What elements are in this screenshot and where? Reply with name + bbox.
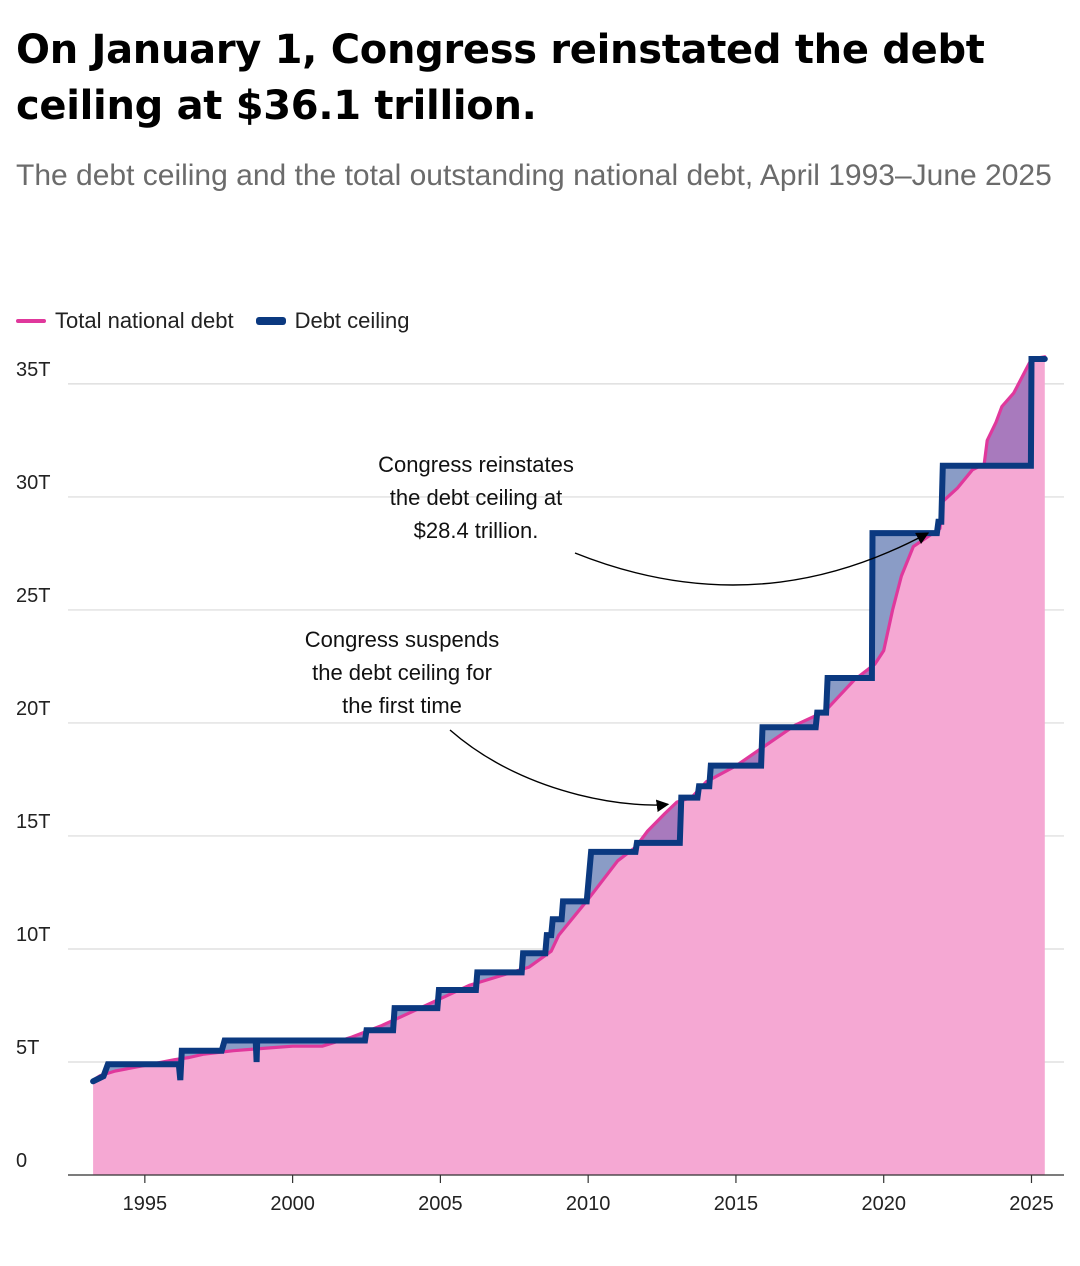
y-tick-label: 5T (16, 1037, 39, 1059)
legend-label-ceiling: Debt ceiling (294, 308, 410, 333)
y-tick-label: 35T (16, 359, 50, 381)
debt-chart: 0 5T 10T 15T 20T 25T 30T 35T 1995 2000 2005 2010 20… (16, 355, 1064, 1215)
legend-item-debt: Total national debt (16, 308, 234, 334)
y-tick-label: 30T (16, 472, 50, 494)
annotations: Congress reinstates the debt ceiling at $2… (305, 452, 930, 813)
annotation-text-line: the debt ceiling at (390, 485, 562, 510)
x-tick-label: 2010 (566, 1193, 611, 1215)
chart-title: On January 1, Congress reinstated the de… (16, 27, 985, 129)
legend-swatch-ceiling (255, 317, 286, 325)
x-tick-label: 2015 (714, 1193, 759, 1215)
legend: Total national debt Debt ceiling (16, 304, 432, 338)
annotation-text-line: the debt ceiling for (312, 660, 492, 685)
chart-subtitle: The debt ceiling and the total outstandi… (16, 159, 1052, 192)
x-tick-label: 2005 (418, 1193, 463, 1215)
legend-item-ceiling: Debt ceiling (255, 308, 410, 334)
annotation-text-line: Congress reinstates (378, 452, 574, 477)
debt-line (91, 355, 1047, 1082)
y-tick-label: 25T (16, 585, 50, 607)
legend-label-debt: Total national debt (55, 308, 234, 333)
annotation-text-line: Congress suspends (305, 627, 499, 652)
legend-swatch-debt (16, 319, 46, 323)
x-tick-label: 2000 (270, 1193, 315, 1215)
x-axis: 1995 2000 2005 2010 2015 2020 2025 (68, 1174, 1064, 1215)
x-tick-label: 2025 (1009, 1193, 1054, 1215)
annotation-text-line: the first time (342, 693, 462, 718)
annotation-1: Congress suspends the debt ceiling for the… (305, 627, 670, 813)
x-tick-label: 1995 (123, 1193, 168, 1215)
y-axis-labels: 0 5T 10T 15T 20T 25T 30T 35T (16, 359, 50, 1172)
debt-area (93, 356, 1045, 1175)
y-tick-label: 20T (16, 698, 50, 720)
x-tick-label: 2020 (861, 1193, 906, 1215)
y-tick-label: 0 (16, 1150, 27, 1172)
ceiling-line (90, 356, 1048, 1085)
annotation-arrow (574, 532, 930, 586)
annotation-arrow (449, 729, 670, 813)
y-tick-label: 15T (16, 811, 50, 833)
annotation-0: Congress reinstates the debt ceiling at $2… (378, 452, 930, 586)
y-tick-label: 10T (16, 924, 50, 946)
annotation-text-line: $28.4 trillion. (414, 518, 539, 543)
